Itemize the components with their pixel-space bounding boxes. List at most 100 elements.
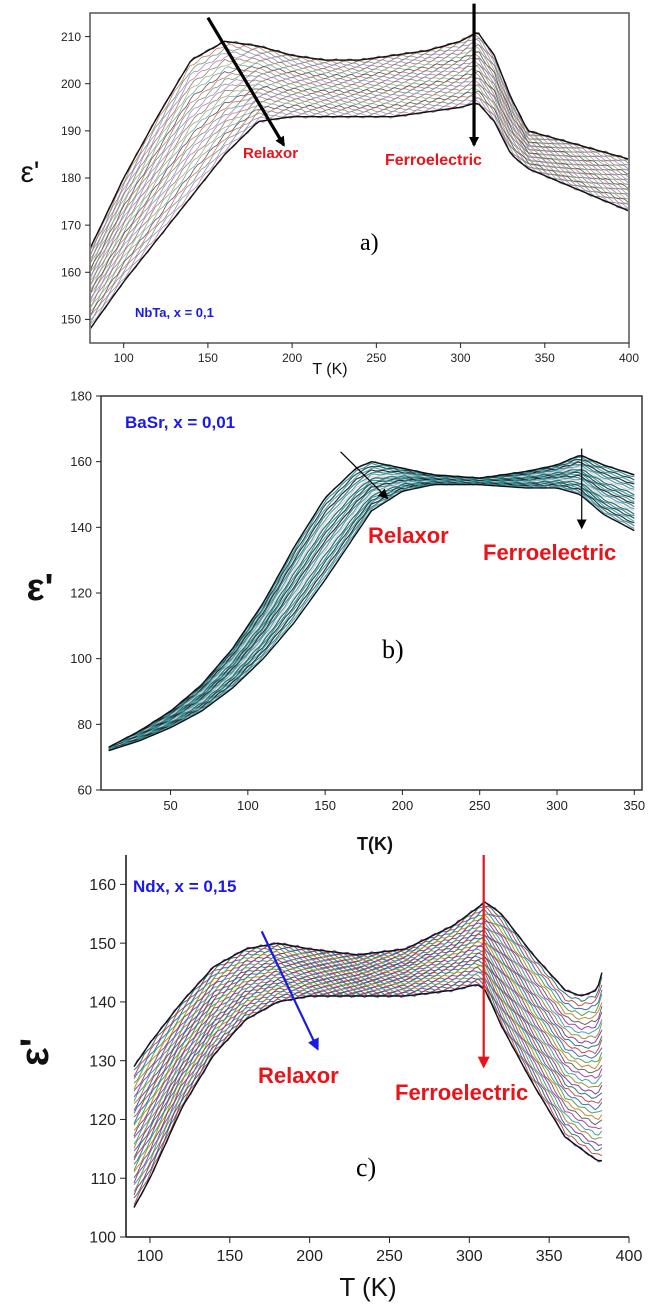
panel-a-yticks: 150 160 170 180 190 200 210 (61, 30, 90, 327)
panel-c-axes (125, 855, 629, 1238)
panel-c-curve (133, 962, 603, 1171)
panel-c-curves (133, 900, 603, 1208)
panel-c-ytick-label: 140 (89, 995, 116, 1012)
panel-a-xtick-label: 200 (282, 351, 302, 365)
panel-c-curve (133, 973, 602, 1192)
panel-c-curve (133, 934, 603, 1124)
panel-c-curve (133, 920, 603, 1098)
panel-c-curve (133, 918, 603, 1092)
panel-b-yticks: 60 80 100 120 140 160 180 (70, 389, 101, 798)
panel-a-curve (91, 76, 628, 299)
panel-a-letter: a) (360, 230, 379, 256)
panel-b-curve (108, 458, 635, 749)
panel-a-arrows (206, 3, 480, 147)
panel-c-xtick-label: 250 (376, 1248, 403, 1265)
panel-c-relaxor-arrow (260, 930, 319, 1051)
panel-a-ytick-label: 200 (61, 77, 81, 91)
panel-c-curve (133, 959, 603, 1165)
panel-b-ytick-label: 80 (78, 717, 92, 732)
panel-a-curve (91, 72, 628, 294)
panel-a-curve (91, 57, 628, 277)
panel-a: 100 150 200 250 300 350 400 150 160 170 180 190 200… (20, 3, 639, 378)
panel-a-ytick-label: 150 (61, 313, 81, 327)
panel-c-curve (133, 978, 603, 1199)
panel-a-curve (91, 69, 628, 290)
panel-b-xticks: 50 100 150 200 250 300 350 (163, 790, 645, 813)
panel-c-xtick-label: 350 (536, 1248, 563, 1265)
panel-c-xtick-label: 150 (216, 1248, 243, 1265)
panel-a-curve (91, 53, 628, 272)
panel-c-xticks: 100 150 200 250 300 350 400 (137, 1237, 643, 1265)
panel-b-sample-label: BaSr, x = 0,01 (125, 413, 235, 432)
panel-a-curve-upper (91, 32, 628, 249)
panel-a-curve (91, 95, 628, 321)
panel-c-letter: c) (356, 1153, 376, 1182)
panel-a-ytick-label: 170 (61, 218, 81, 232)
panel-b-xtick-label: 200 (392, 798, 414, 813)
panel-a-curve (91, 51, 628, 271)
panel-b-curve (108, 464, 635, 749)
panel-a-ytick-label: 210 (61, 30, 81, 44)
panel-a-xlabel: T (K) (312, 361, 347, 378)
panel-b: 50 100 150 200 250 300 350 60 80 100 120 140 160 180… (26, 389, 645, 854)
panel-c-sample-label: Ndx, x = 0,15 (133, 877, 236, 896)
panel-c-yticks: 100 110 120 130 140 150 160 (89, 877, 126, 1247)
panel-c-curve (133, 948, 603, 1145)
panel-c-ytick-label: 150 (89, 936, 116, 953)
panel-c-xtick-label: 400 (616, 1248, 643, 1265)
panel-b-arrows (340, 448, 587, 530)
panel-c-curve (133, 970, 603, 1184)
panel-c-xtick-label: 100 (137, 1248, 164, 1265)
panel-a-ferroelectric-label: Ferroelectric (385, 152, 482, 169)
panel-c-xtick-label: 300 (456, 1248, 483, 1265)
panel-c-ylabel: ε' (13, 1038, 57, 1067)
panel-a-xtick-label: 150 (198, 351, 218, 365)
panel-c-curve (133, 921, 603, 1102)
panel-b-letter: b) (382, 635, 404, 664)
panel-a-ylabel: ε' (20, 156, 39, 189)
panel-a-curve (91, 70, 628, 293)
panel-b-frame (100, 395, 643, 791)
panel-a-ytick-label: 190 (61, 124, 81, 138)
panel-c-curve (133, 926, 603, 1105)
panel-c-ytick-label: 120 (89, 1112, 116, 1129)
panel-c-curve (133, 913, 603, 1084)
panel-c-curve (133, 909, 603, 1079)
panel-b-xtick-label: 300 (546, 798, 568, 813)
panel-c-ytick-label: 100 (89, 1230, 116, 1247)
panel-b-xlabel: T(K) (357, 834, 393, 854)
panel-a-ytick-label: 180 (61, 171, 81, 185)
panel-c-ytick-label: 160 (89, 877, 116, 894)
panel-a-curve-lower (91, 102, 628, 329)
panel-a-xticks: 100 150 200 250 300 350 400 (114, 343, 639, 365)
panel-b-curve (108, 473, 635, 750)
panel-c-relaxor-label: Relaxor (258, 1063, 339, 1088)
panel-b-xtick-label: 350 (623, 798, 645, 813)
panel-c-curve-lower (133, 984, 602, 1208)
panel-a-curve (91, 42, 628, 259)
panel-a-relaxor-label: Relaxor (243, 145, 298, 162)
panel-b-ylabel: ε' (26, 567, 53, 609)
panel-b-curve (108, 479, 635, 751)
panel-c-ytick-label: 110 (90, 1171, 116, 1188)
panel-a-curve (91, 84, 628, 308)
panel-c-ytick-label: 130 (89, 1053, 116, 1070)
panel-a-curves (91, 32, 628, 330)
panel-b-ytick-label: 120 (70, 586, 92, 601)
panel-b-ytick-label: 180 (70, 389, 92, 404)
panel-a-curve (91, 88, 628, 312)
panel-b-xtick-label: 100 (237, 798, 259, 813)
panel-a-relaxor-arrow (206, 16, 286, 147)
panel-c-curve-upper (133, 901, 603, 1067)
panel-c: 100 150 200 250 300 350 400 100 110 120 130 140 150… (13, 855, 642, 1302)
panel-b-ferroelectric-label: Ferroelectric (483, 540, 616, 565)
panel-b-curve (108, 482, 635, 752)
panel-b-ytick-label: 60 (78, 783, 92, 798)
panel-b-curve-lower (108, 483, 635, 752)
panel-c-curve (133, 971, 603, 1186)
panel-a-curve (91, 50, 628, 268)
panel-a-xtick-label: 400 (619, 351, 639, 365)
panel-b-ytick-label: 140 (70, 520, 92, 535)
panel-b-ytick-label: 160 (70, 454, 92, 469)
panel-c-xtick-label: 200 (296, 1248, 323, 1265)
